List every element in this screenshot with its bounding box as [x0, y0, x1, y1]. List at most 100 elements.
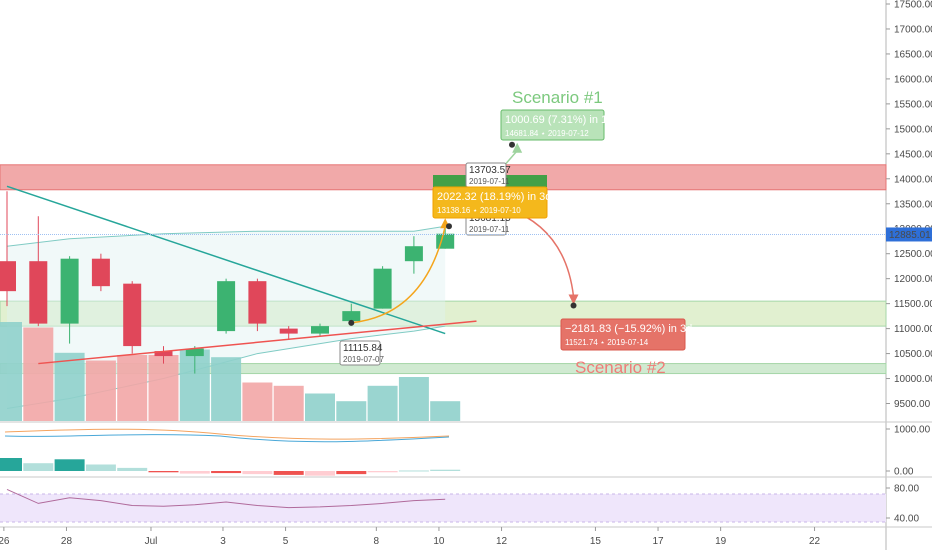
volume-bar	[367, 385, 398, 421]
macd-bar	[305, 471, 335, 476]
projection-up-3d[interactable]: 2022.32 (18.19%) in 3d 13138.16 ⋆ 2019-07…	[432, 186, 551, 219]
price-tick-label: 16500.00	[894, 49, 932, 60]
volume-bar	[0, 322, 22, 421]
current-price-badge	[886, 227, 932, 242]
bollinger-upper	[6, 225, 446, 247]
volume-bar	[148, 355, 179, 421]
macd-tick-label: 0.00	[894, 467, 914, 478]
macd-bar	[179, 471, 210, 474]
projection-change: −2181.83 (−15.92%) in 3d	[565, 323, 692, 335]
volume-bar	[85, 360, 116, 421]
projection-box	[500, 109, 605, 141]
price-tick-label: 12500.00	[894, 249, 932, 260]
price-tick-label: 16000.00	[894, 74, 932, 85]
price-tick-label: 14500.00	[894, 149, 932, 160]
time-tick-label: 3	[220, 536, 226, 547]
candle-body	[311, 326, 329, 334]
marker-down-dot	[570, 302, 577, 309]
price-tick-label: 17500.00	[894, 0, 932, 11]
candle-body	[154, 351, 173, 357]
macd-line	[4, 434, 450, 443]
marker-price: 11115.84	[343, 343, 383, 354]
macd-bar	[54, 459, 85, 471]
price-tick-label: 9500.00	[894, 399, 931, 410]
price-tick-label: 13500.00	[894, 199, 932, 210]
price-tick-label: 11000.00	[894, 324, 932, 335]
macd-bar	[242, 471, 273, 475]
volume-bar	[242, 382, 273, 421]
volume-bar	[117, 355, 148, 421]
current-price-label: 12885.01	[889, 230, 931, 241]
marker-1d-dot	[509, 141, 515, 148]
arrow-down-red	[568, 294, 579, 305]
path-to-3d-up	[351, 226, 446, 324]
price-tick-label: 10000.00	[894, 374, 932, 385]
zone-support-lower	[0, 363, 887, 375]
marker-box	[339, 340, 381, 366]
volume-bar	[398, 377, 429, 421]
candle-body	[279, 328, 298, 334]
time-tick-label: Jul	[145, 536, 158, 547]
time-tick-label: 19	[715, 536, 727, 547]
projection-target: 13138.16 ⋆ 2019-07-10	[437, 206, 521, 215]
time-tick-label: 10	[433, 536, 445, 547]
projection-target: 14681.84 ⋆ 2019-07-12	[505, 129, 589, 138]
candle-body	[91, 258, 110, 287]
projection-up-1d[interactable]: 1000.69 (7.31%) in 1d 14681.84 ⋆ 2019-07-…	[500, 109, 613, 141]
macd-bar	[211, 471, 242, 474]
macd-bar	[23, 463, 54, 471]
price-tick-label: 11500.00	[894, 299, 932, 310]
time-tick-label: 5	[283, 536, 289, 547]
macd-tick-label: 1000.00	[894, 425, 931, 436]
candle-body	[29, 261, 48, 324]
marker-3d-dot	[446, 223, 452, 230]
candle-body	[185, 348, 204, 357]
volume-bar	[336, 401, 367, 421]
macd-bar	[398, 470, 429, 472]
rsi-tick-label: 80.00	[894, 484, 919, 495]
macd-bar	[430, 469, 461, 471]
scenario-2-label: Scenario #2	[575, 358, 666, 377]
macd-bar	[0, 458, 22, 471]
time-tick-label: 26	[0, 536, 10, 547]
projection-change: 1000.69 (7.31%) in 1d	[505, 114, 613, 126]
price-tick-label: 10500.00	[894, 349, 932, 360]
candle-body	[0, 261, 16, 292]
price-tick-label: 17000.00	[894, 24, 932, 35]
volume-bar	[211, 357, 242, 421]
time-tick-label: 15	[590, 536, 602, 547]
time-tick-label: 8	[374, 536, 380, 547]
projection-box	[560, 318, 686, 351]
price-tick-label: 14000.00	[894, 174, 932, 185]
projection-target: 11521.74 ⋆ 2019-07-14	[565, 338, 649, 347]
candle-body	[404, 246, 423, 262]
scenario-1-label: Scenario #1	[512, 88, 603, 107]
time-tick-label: 28	[61, 536, 73, 547]
marker-low-dot	[348, 319, 355, 326]
candle-body	[217, 281, 236, 332]
time-tick-label: 12	[496, 536, 508, 547]
volume-bar	[23, 327, 54, 421]
volume-bar	[305, 393, 335, 421]
rsi-line	[6, 488, 446, 509]
price-tick-label: 12000.00	[894, 274, 932, 285]
arrow-up-green	[512, 142, 523, 153]
time-tick-label: 17	[652, 536, 664, 547]
candle-body	[123, 283, 142, 347]
marker-price: 13703.57	[469, 165, 511, 176]
candle-body	[342, 311, 361, 322]
candle-body	[373, 268, 392, 309]
price-tick-label: 15500.00	[894, 99, 932, 110]
projection-down-3d[interactable]: −2181.83 (−15.92%) in 3d 11521.74 ⋆ 2019-…	[560, 318, 692, 351]
time-tick-label: 22	[809, 536, 821, 547]
candle-body	[248, 281, 267, 324]
macd-bar	[85, 464, 116, 471]
zone-support-upper	[0, 300, 887, 327]
macd-bar	[367, 471, 398, 473]
volume-bar	[273, 385, 304, 421]
volume-bar	[430, 401, 461, 421]
descending-trendline	[6, 185, 446, 335]
